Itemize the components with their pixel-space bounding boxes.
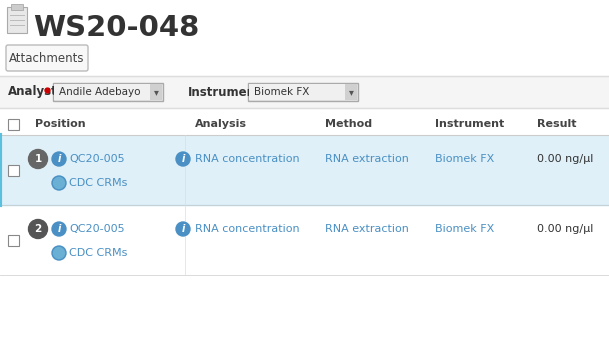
Text: i: i xyxy=(181,154,185,164)
Text: i: i xyxy=(181,224,185,234)
Text: Analysis: Analysis xyxy=(195,119,247,129)
Text: Attachments: Attachments xyxy=(9,52,85,64)
Circle shape xyxy=(52,176,66,190)
Circle shape xyxy=(54,177,65,189)
Bar xyxy=(0,135,609,205)
FancyBboxPatch shape xyxy=(6,45,88,71)
Circle shape xyxy=(52,222,66,236)
Text: CDC CRMs: CDC CRMs xyxy=(69,178,127,188)
Bar xyxy=(11,4,23,10)
Circle shape xyxy=(29,220,48,238)
Text: RNA extraction: RNA extraction xyxy=(325,154,409,164)
Text: i: i xyxy=(57,154,61,164)
Bar xyxy=(249,84,345,100)
Text: Biomek FX: Biomek FX xyxy=(254,87,309,97)
Text: 0.00 ng/µl: 0.00 ng/µl xyxy=(537,154,593,164)
Text: i: i xyxy=(57,224,61,234)
Text: Biomek FX: Biomek FX xyxy=(435,224,495,234)
Text: 0.00 ng/µl: 0.00 ng/µl xyxy=(537,224,593,234)
Text: 1: 1 xyxy=(34,154,41,164)
Text: Biomek FX: Biomek FX xyxy=(435,154,495,164)
FancyBboxPatch shape xyxy=(248,83,358,101)
Bar xyxy=(8,165,19,175)
Circle shape xyxy=(52,152,66,166)
Text: Result: Result xyxy=(537,119,577,129)
Text: WS20-048: WS20-048 xyxy=(33,14,199,42)
Text: CDC CRMs: CDC CRMs xyxy=(69,248,127,258)
Text: ▾: ▾ xyxy=(348,87,353,97)
Bar xyxy=(0,113,609,135)
Bar xyxy=(150,84,162,100)
Bar xyxy=(0,76,609,108)
Text: QC20-005: QC20-005 xyxy=(69,154,125,164)
Bar xyxy=(8,235,19,245)
Text: Position: Position xyxy=(35,119,86,129)
Bar xyxy=(8,119,19,129)
Bar xyxy=(7,7,27,33)
Circle shape xyxy=(54,247,65,259)
Text: 2: 2 xyxy=(34,224,41,234)
FancyBboxPatch shape xyxy=(53,83,163,101)
Text: ▾: ▾ xyxy=(153,87,158,97)
Text: Method: Method xyxy=(325,119,372,129)
Text: RNA extraction: RNA extraction xyxy=(325,224,409,234)
Bar xyxy=(345,84,357,100)
Text: RNA concentration: RNA concentration xyxy=(195,154,300,164)
Text: QC20-005: QC20-005 xyxy=(69,224,125,234)
Circle shape xyxy=(29,150,48,168)
Text: Andile Adebayo: Andile Adebayo xyxy=(59,87,141,97)
Text: Instrument: Instrument xyxy=(188,86,262,98)
Bar xyxy=(0,205,609,275)
Text: RNA concentration: RNA concentration xyxy=(195,224,300,234)
Circle shape xyxy=(176,152,190,166)
Bar xyxy=(54,84,150,100)
Text: Instrument: Instrument xyxy=(435,119,504,129)
Circle shape xyxy=(176,222,190,236)
Circle shape xyxy=(52,246,66,260)
Text: Analyst: Analyst xyxy=(8,86,58,98)
